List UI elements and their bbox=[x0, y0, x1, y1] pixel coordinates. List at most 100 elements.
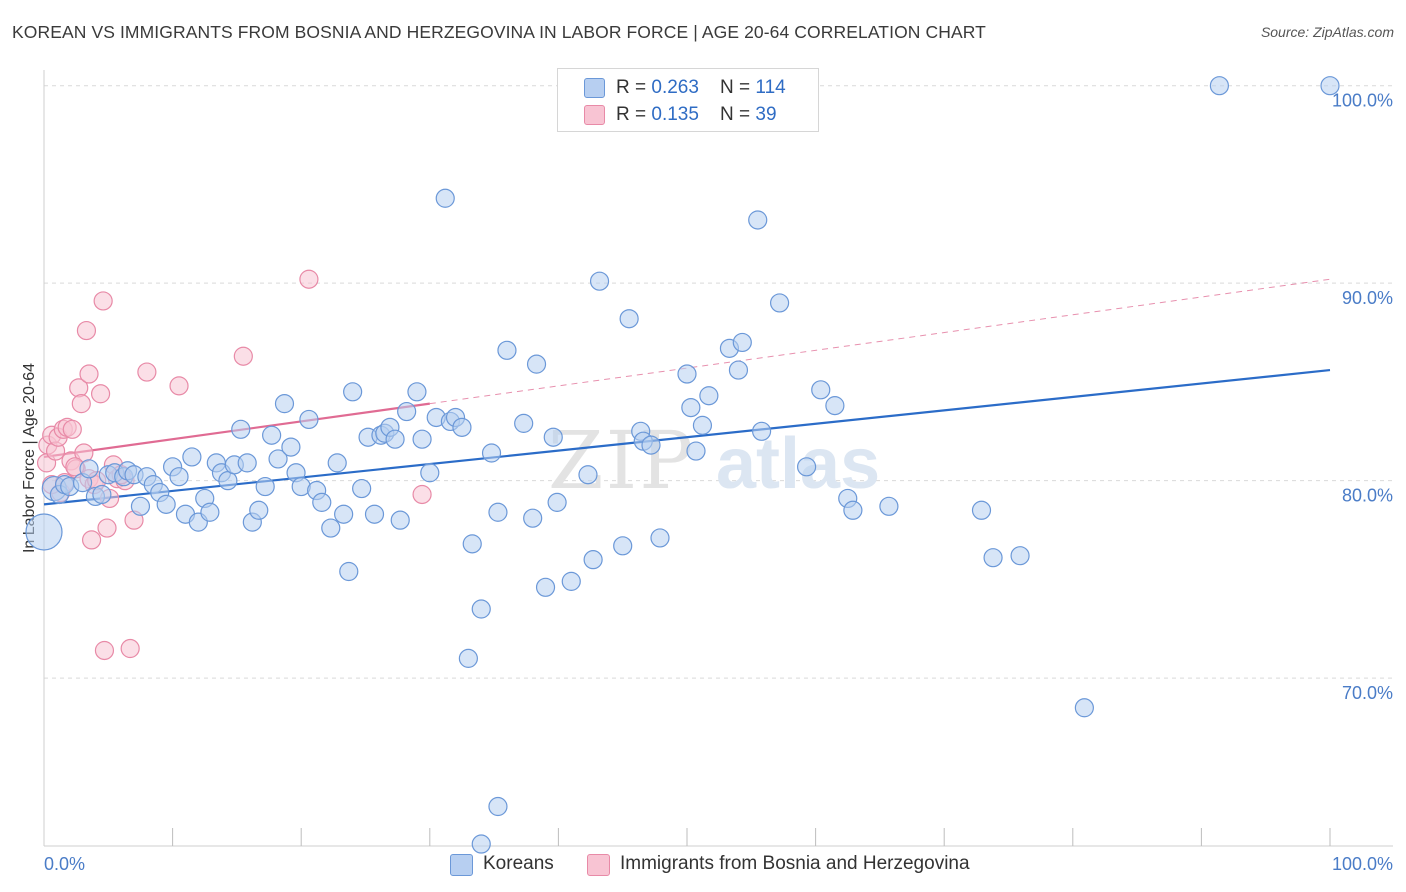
korean-point bbox=[312, 492, 332, 512]
bosnia-point bbox=[137, 362, 157, 382]
korean-point bbox=[281, 437, 301, 457]
korean-point bbox=[364, 504, 385, 524]
korean-point bbox=[732, 332, 752, 353]
korean-point bbox=[619, 309, 639, 329]
correlation-legend: R = 0.263 N = 114 R = 0.135 N = 39 bbox=[557, 68, 819, 132]
korean-point bbox=[262, 425, 282, 445]
x-tick-label: 0.0% bbox=[44, 854, 85, 874]
korean-point bbox=[589, 271, 610, 291]
korean-point bbox=[481, 443, 502, 463]
korean-point bbox=[237, 453, 257, 473]
bosnia-point bbox=[90, 384, 111, 404]
korean-point bbox=[343, 382, 363, 402]
legend-n-value: 39 bbox=[755, 104, 777, 125]
y-axis-label: In Labor Force | Age 20-64 bbox=[21, 363, 38, 553]
korean-points bbox=[25, 76, 1340, 854]
korean-point bbox=[471, 599, 491, 619]
korean-point bbox=[407, 382, 427, 402]
korean-point bbox=[686, 441, 706, 461]
x-tick-label: 100.0% bbox=[1332, 854, 1393, 874]
legend-r-label: R = bbox=[616, 104, 652, 125]
korean-point bbox=[879, 496, 899, 516]
korean-point bbox=[299, 409, 319, 430]
korean-point bbox=[339, 561, 359, 582]
korean-point bbox=[843, 500, 863, 520]
y-tick-label: 70.0% bbox=[1342, 683, 1393, 703]
grid-lines bbox=[44, 85, 1393, 679]
korean-point bbox=[390, 510, 410, 530]
korean-point bbox=[561, 571, 581, 591]
source-label: Source: ZipAtlas.com bbox=[1260, 24, 1394, 40]
korean-point bbox=[420, 463, 440, 483]
korean-point bbox=[796, 457, 817, 477]
korean-point bbox=[352, 478, 372, 499]
korean-point bbox=[583, 550, 603, 570]
koreans-swatch bbox=[450, 854, 473, 876]
korean-point bbox=[327, 453, 347, 473]
korean-point bbox=[1209, 76, 1230, 96]
korean-point bbox=[458, 648, 478, 668]
korean-point bbox=[692, 415, 713, 435]
legend-r-label: R = bbox=[616, 77, 652, 98]
zipatlas-watermark: ZIP atlas bbox=[548, 414, 880, 507]
korean-point bbox=[514, 413, 534, 433]
korean-point bbox=[825, 396, 845, 416]
korean-point bbox=[200, 502, 220, 522]
axes: 70.0% 80.0% 90.0% 100.0% 0.0% 100.0% bbox=[43, 70, 1393, 874]
bosnia-point bbox=[299, 269, 319, 289]
korean-point bbox=[748, 210, 768, 230]
korean-point bbox=[971, 500, 992, 520]
korean-point bbox=[535, 577, 556, 597]
korean-point bbox=[641, 435, 661, 455]
legend-r-value: 0.263 bbox=[651, 77, 699, 98]
korean-point bbox=[274, 394, 295, 414]
legend-r-value: 0.135 bbox=[651, 104, 699, 125]
korean-point bbox=[983, 548, 1003, 568]
korean-point bbox=[169, 467, 189, 487]
koreans-label: Koreans bbox=[483, 853, 554, 874]
korean-point bbox=[497, 340, 517, 360]
korean-point bbox=[182, 447, 202, 467]
korean-point bbox=[231, 419, 251, 439]
bosnia-point bbox=[169, 376, 189, 396]
korean-point bbox=[130, 496, 151, 516]
legend-swatch-blue bbox=[584, 78, 605, 98]
korean-point bbox=[811, 380, 831, 400]
y-tick-label: 90.0% bbox=[1342, 288, 1393, 308]
korean-point bbox=[751, 421, 772, 441]
korean-point bbox=[728, 360, 749, 380]
korean-point bbox=[435, 188, 455, 208]
legend-n-label: N = bbox=[720, 77, 756, 98]
korean-point bbox=[268, 449, 288, 469]
korean-point bbox=[156, 494, 176, 514]
korean-point bbox=[25, 513, 63, 551]
korean-point bbox=[321, 518, 341, 538]
bosnia-point bbox=[93, 291, 113, 311]
korean-point bbox=[523, 508, 543, 528]
korean-point bbox=[699, 386, 719, 406]
korean-point bbox=[249, 500, 269, 520]
korean-point bbox=[462, 534, 482, 554]
korean-point bbox=[543, 427, 563, 447]
legend-swatch-pink bbox=[584, 105, 605, 125]
bosnia-point bbox=[81, 530, 102, 550]
korean-point bbox=[578, 465, 598, 485]
korean-point bbox=[488, 796, 508, 817]
legend-n-value: 114 bbox=[755, 77, 786, 98]
bosnia-swatch bbox=[587, 854, 610, 876]
korean-point bbox=[255, 476, 275, 497]
korean-point bbox=[1010, 546, 1030, 566]
bosnia-point bbox=[62, 419, 82, 439]
bosnia-point bbox=[79, 364, 99, 384]
series-legend: Koreans Immigrants from Bosnia and Herze… bbox=[0, 852, 1406, 878]
bosnia-point bbox=[76, 320, 97, 341]
bosnia-label: Immigrants from Bosnia and Herzegovina bbox=[620, 853, 970, 874]
y-tick-label: 80.0% bbox=[1342, 486, 1393, 506]
korean-point bbox=[397, 401, 417, 422]
korean-point bbox=[385, 429, 405, 449]
korean-point bbox=[471, 834, 491, 854]
korean-point bbox=[1320, 76, 1340, 96]
bosnia-point bbox=[412, 484, 432, 505]
korean-point bbox=[79, 459, 99, 479]
